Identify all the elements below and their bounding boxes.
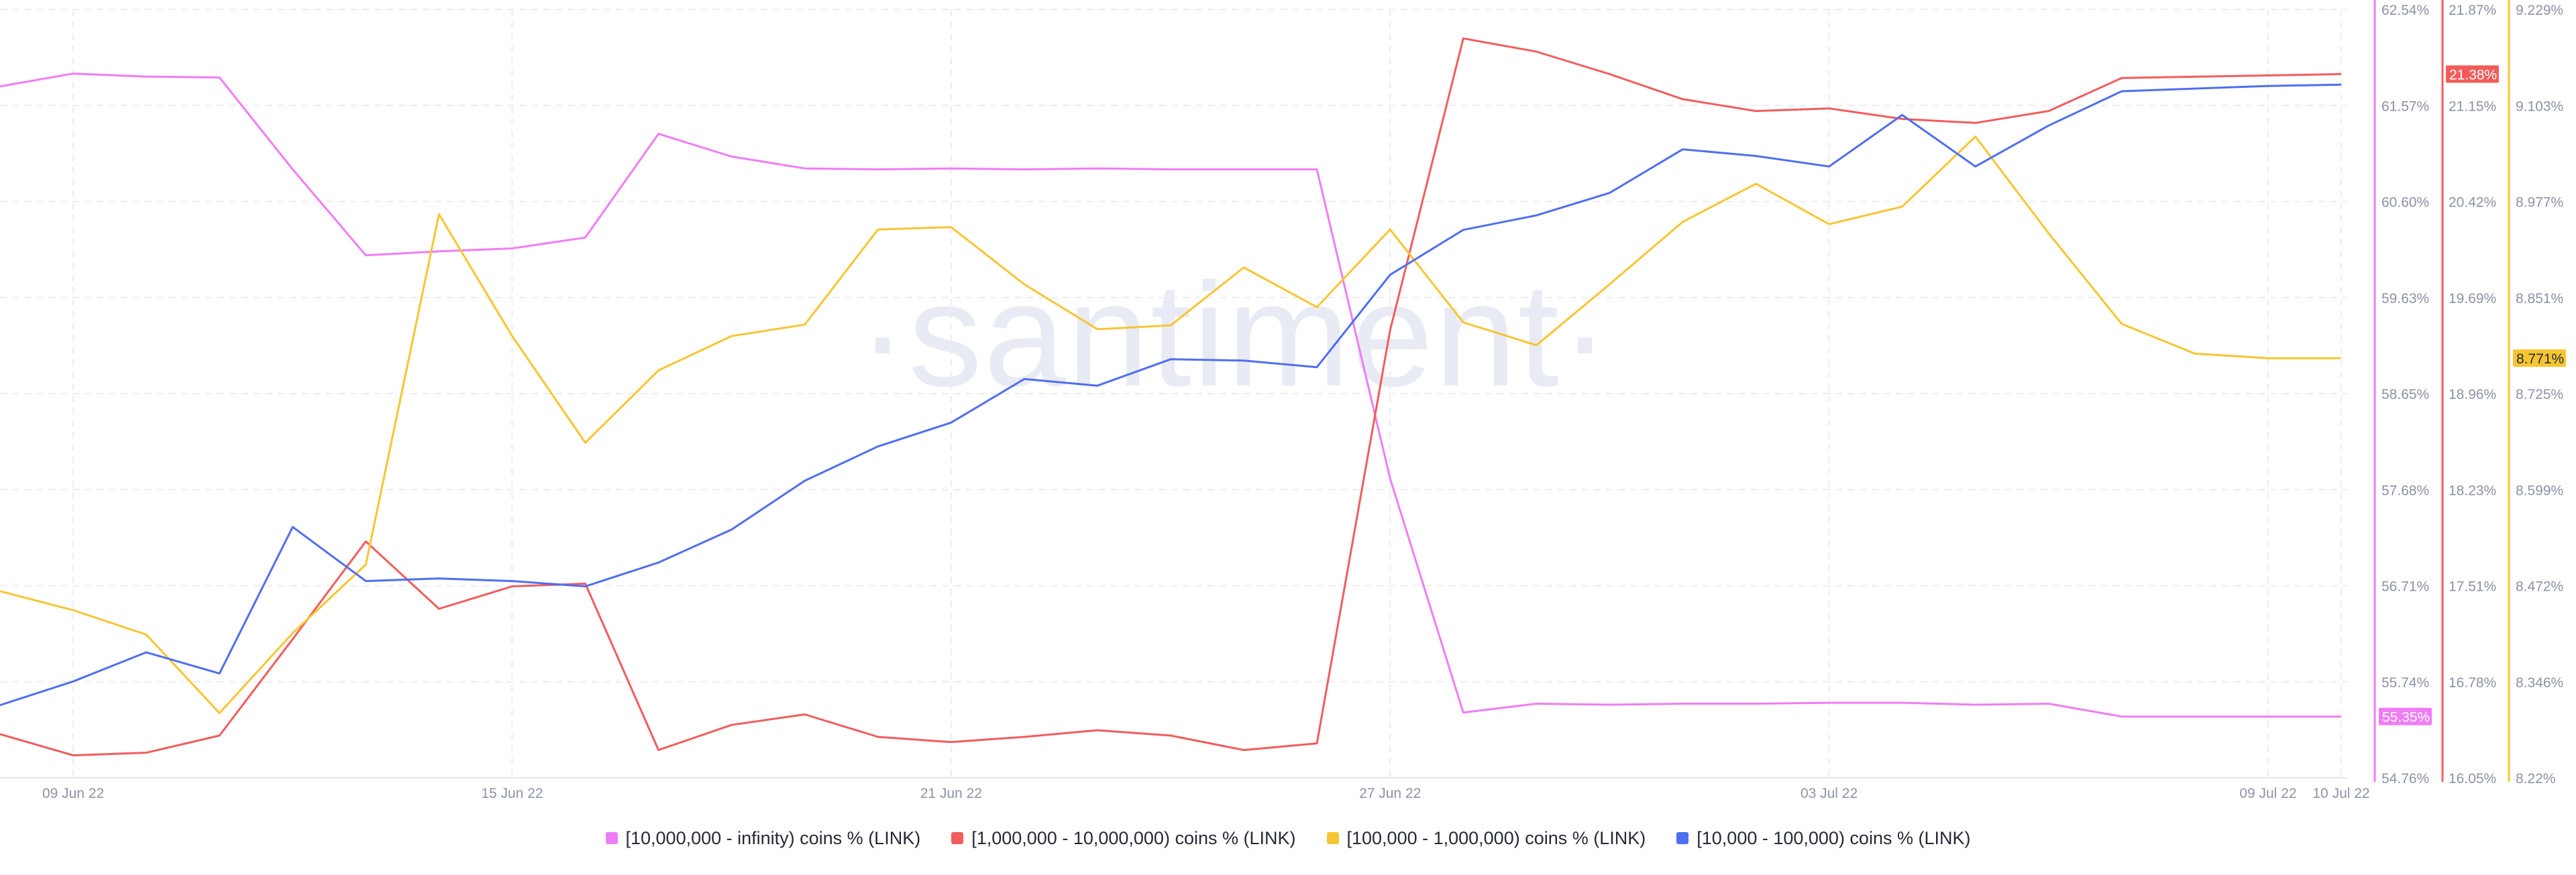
x-tick-label: 09 Jun 22 <box>42 786 104 801</box>
legend-label: [1,000,000 - 10,000,000) coins % (LINK) <box>971 827 1296 848</box>
legend-swatch <box>1326 832 1339 844</box>
legend-item-3[interactable]: [100,000 - 1,000,000) coins % (LINK) <box>1326 827 1646 849</box>
y-axes: 62.54% 61.57% 60.60% 59.63% 58.65% 57.68% 56.7… <box>2373 0 2566 786</box>
a2-tick-label: 16.05% <box>2449 771 2496 786</box>
a2-tick-label: 19.69% <box>2449 291 2496 306</box>
x-tick-label: 03 Jul 22 <box>1801 786 1858 801</box>
a2-tick-label: 17.51% <box>2449 579 2496 595</box>
a1-tick-label: 55.74% <box>2381 675 2429 691</box>
legend-label: [10,000,000 - infinity) coins % (LINK) <box>625 827 921 848</box>
a3-tick-label: 8.977% <box>2516 195 2563 211</box>
x-tick-label: 21 Jun 22 <box>920 786 982 801</box>
x-axis: 09 Jun 22 15 Jun 22 21 Jun 22 27 Jun 22 03 J… <box>42 786 2370 801</box>
a1-tick-label: 57.68% <box>2381 483 2429 498</box>
a1-tick-label: 59.63% <box>2381 291 2429 306</box>
a3-last-value-badge <box>2513 349 2566 367</box>
a1-last-value-label: 55.35% <box>2382 710 2430 725</box>
a2-tick-label: 21.87% <box>2449 3 2496 18</box>
a3-last-value-label: 8.771% <box>2516 351 2564 367</box>
legend-swatch <box>605 832 618 844</box>
a2-tick-label: 18.96% <box>2449 387 2496 402</box>
a1-tick-label: 58.65% <box>2381 387 2429 402</box>
series-lines <box>0 37 2342 756</box>
a2-last-value-badge <box>2446 65 2499 83</box>
a2-last-value-label: 21.38% <box>2449 67 2497 82</box>
series-line-1 <box>0 72 2341 718</box>
x-tick-label: 27 Jun 22 <box>1359 786 1421 801</box>
a2-tick-label: 18.23% <box>2449 483 2496 498</box>
a1-tick-label: 60.60% <box>2381 195 2429 211</box>
legend-swatch <box>951 832 964 844</box>
a1-tick-label: 56.71% <box>2381 579 2429 595</box>
a2-tick-label: 16.78% <box>2449 675 2496 691</box>
x-tick-label: 09 Jul 22 <box>2239 786 2296 801</box>
santiment-watermark: ·santiment· <box>858 252 1611 417</box>
a3-tick-label: 8.22% <box>2516 771 2556 786</box>
x-tick-label: 15 Jun 22 <box>481 786 543 801</box>
legend-item-1[interactable]: [10,000,000 - infinity) coins % (LINK) <box>605 827 921 849</box>
a1-tick-label: 61.57% <box>2381 99 2429 114</box>
a3-tick-label: 8.599% <box>2516 483 2563 498</box>
a3-tick-label: 9.229% <box>2516 3 2563 18</box>
legend-label: [100,000 - 1,000,000) coins % (LINK) <box>1346 827 1646 848</box>
legend-swatch <box>1676 832 1689 844</box>
a3-tick-label: 8.346% <box>2516 675 2563 691</box>
a2-tick-label: 20.42% <box>2449 195 2496 211</box>
series-line-2 <box>0 37 2342 756</box>
a3-tick-label: 9.103% <box>2516 99 2563 114</box>
a3-tick-label: 8.725% <box>2516 387 2563 402</box>
legend-item-4[interactable]: [10,000 - 100,000) coins % (LINK) <box>1676 828 1970 849</box>
a1-last-value-badge <box>2379 707 2432 725</box>
a1-tick-label: 62.54% <box>2381 3 2429 18</box>
legend-label: [10,000 - 100,000) coins % (LINK) <box>1697 827 1971 848</box>
a3-tick-label: 8.472% <box>2516 579 2563 595</box>
x-tick-label: 10 Jul 22 <box>2312 786 2369 801</box>
chart-legend: [10,000,000 - infinity) coins % (LINK) [1… <box>0 823 2576 853</box>
a2-tick-label: 21.15% <box>2449 99 2496 114</box>
a1-tick-label: 54.76% <box>2381 771 2429 786</box>
series-line-4 <box>0 83 2342 707</box>
legend-item-2[interactable]: [1,000,000 - 10,000,000) coins % (LINK) <box>951 827 1296 849</box>
series-line-3 <box>0 135 2341 714</box>
a3-tick-label: 8.851% <box>2516 291 2563 306</box>
grid <box>0 9 2348 778</box>
